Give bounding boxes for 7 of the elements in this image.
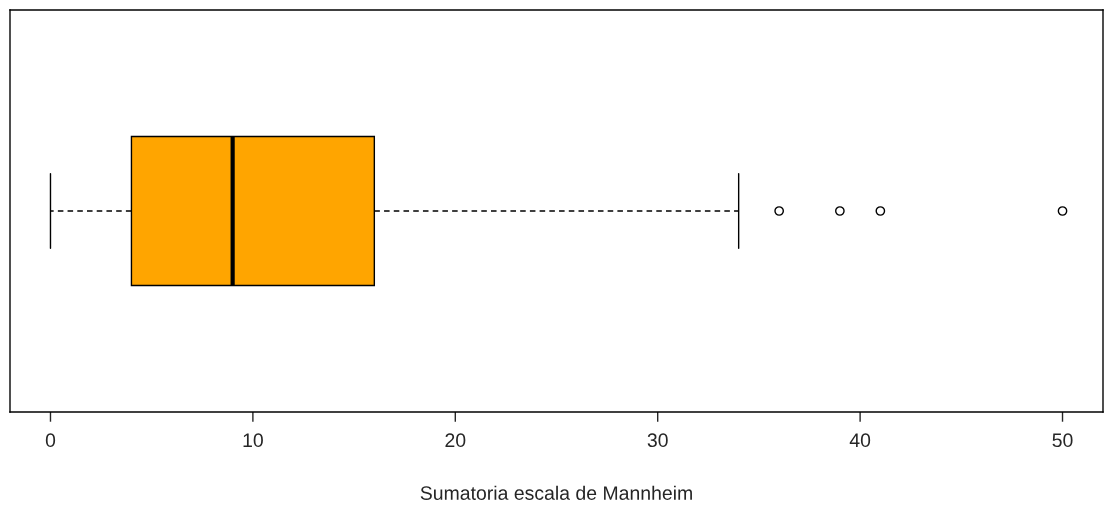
x-tick-label: 0 — [45, 433, 56, 448]
x-axis-title: Sumatoria escala de Mannheim — [420, 485, 692, 500]
x-tick-label: 10 — [243, 433, 263, 448]
x-tick-label: 40 — [849, 433, 871, 448]
x-tick-label: 20 — [445, 433, 466, 448]
x-tick-label: 50 — [1052, 433, 1073, 448]
x-tick-label: 30 — [647, 433, 668, 448]
